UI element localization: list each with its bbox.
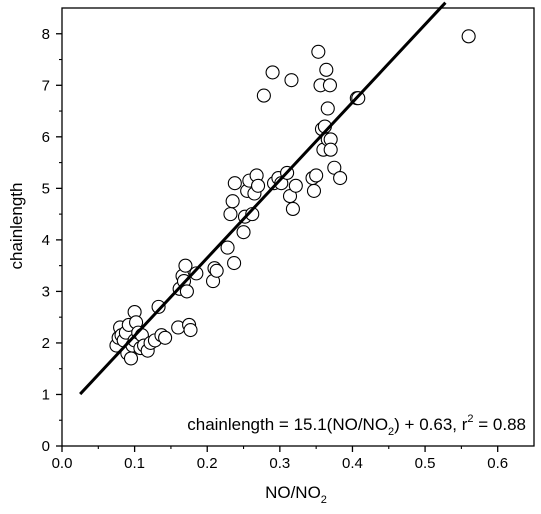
data-point <box>158 330 173 345</box>
y-tick-label: 5 <box>42 180 50 197</box>
y-tick-label: 3 <box>42 283 50 300</box>
data-point <box>251 178 266 193</box>
y-tick-label: 7 <box>42 77 50 94</box>
data-point <box>265 65 280 80</box>
x-tick-label: 0.2 <box>197 455 218 472</box>
data-point <box>285 201 300 217</box>
data-point <box>461 29 476 44</box>
x-tick-label: 0.1 <box>124 455 145 472</box>
data-point <box>225 194 240 209</box>
x-tick-label: 0.4 <box>342 455 363 472</box>
data-points <box>109 29 476 366</box>
plot-frame <box>61 7 535 447</box>
y-tick-label: 1 <box>42 386 50 403</box>
data-point <box>309 168 324 183</box>
data-point <box>178 258 193 273</box>
data-point <box>223 207 238 222</box>
data-point <box>319 62 334 77</box>
y-tick-label: 8 <box>42 26 50 43</box>
data-point <box>220 240 235 255</box>
regression-equation: chainlength = 15.1(NO/NO2) + 0.63, r2 = … <box>187 413 526 438</box>
data-point <box>284 73 299 88</box>
data-point <box>236 225 251 240</box>
data-point <box>306 183 322 198</box>
data-point <box>323 142 338 157</box>
data-point <box>179 284 194 299</box>
regression-line <box>79 1 447 396</box>
data-point <box>209 263 224 278</box>
data-point <box>151 299 166 314</box>
y-tick-label: 6 <box>42 129 50 146</box>
data-point <box>189 266 204 281</box>
y-tick-label: 4 <box>42 232 50 249</box>
x-tick-label: 0.0 <box>52 455 73 472</box>
data-point <box>311 44 326 59</box>
data-point <box>322 78 338 93</box>
y-axis-title: chainlength <box>7 183 26 270</box>
x-axis-title: NO/NO2 <box>265 483 327 506</box>
data-point <box>320 101 335 116</box>
y-axis-ticks: 0 1 2 3 4 5 6 7 8 <box>42 26 62 455</box>
data-point <box>183 323 198 338</box>
x-tick-label: 0.5 <box>415 455 436 472</box>
x-tick-label: 0.3 <box>269 455 290 472</box>
x-tick-label: 0.6 <box>487 455 508 472</box>
x-axis-ticks: 0.0 0.1 0.2 0.3 0.4 0.5 0.6 <box>52 446 508 472</box>
data-point <box>227 256 242 271</box>
data-point <box>256 88 271 103</box>
data-point <box>333 170 348 186</box>
data-point <box>227 176 242 191</box>
data-point <box>123 351 139 366</box>
data-point <box>288 178 303 193</box>
y-tick-label: 0 <box>42 438 50 455</box>
y-tick-label: 2 <box>42 335 50 352</box>
